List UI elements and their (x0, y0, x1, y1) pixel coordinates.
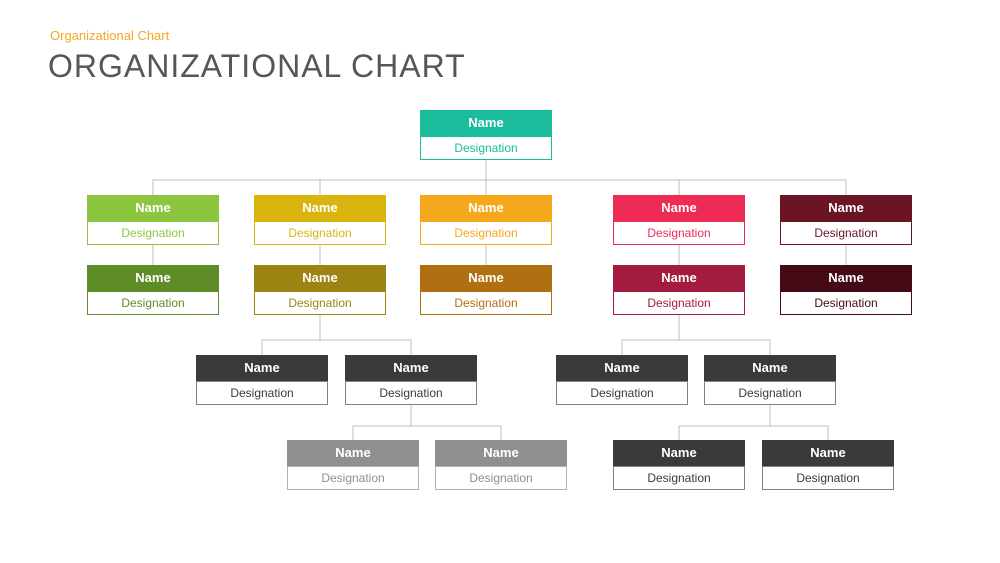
org-node-c4b: NameDesignation (613, 265, 745, 315)
node-name: Name (420, 265, 552, 291)
node-designation: Designation (613, 291, 745, 315)
node-name: Name (287, 440, 419, 466)
node-name: Name (196, 355, 328, 381)
org-node-root: NameDesignation (420, 110, 552, 160)
node-name: Name (87, 265, 219, 291)
node-name: Name (87, 195, 219, 221)
org-node-c4: NameDesignation (613, 195, 745, 245)
org-node-g4a: NameDesignation (556, 355, 688, 405)
org-node-c5: NameDesignation (780, 195, 912, 245)
node-name: Name (704, 355, 836, 381)
node-designation: Designation (780, 291, 912, 315)
org-node-c3: NameDesignation (420, 195, 552, 245)
node-designation: Designation (762, 466, 894, 490)
org-node-c2: NameDesignation (254, 195, 386, 245)
node-designation: Designation (254, 221, 386, 245)
node-name: Name (556, 355, 688, 381)
node-name: Name (780, 195, 912, 221)
node-name: Name (420, 195, 552, 221)
node-name: Name (762, 440, 894, 466)
node-designation: Designation (613, 221, 745, 245)
node-name: Name (613, 265, 745, 291)
org-node-gg4b: NameDesignation (762, 440, 894, 490)
node-name: Name (613, 195, 745, 221)
page-subtitle: Organizational Chart (50, 28, 169, 43)
org-node-c1b: NameDesignation (87, 265, 219, 315)
node-name: Name (345, 355, 477, 381)
node-designation: Designation (613, 466, 745, 490)
node-name: Name (613, 440, 745, 466)
org-node-g4b: NameDesignation (704, 355, 836, 405)
org-node-gg2b: NameDesignation (435, 440, 567, 490)
node-designation: Designation (435, 466, 567, 490)
node-designation: Designation (287, 466, 419, 490)
node-name: Name (780, 265, 912, 291)
org-node-g2b: NameDesignation (345, 355, 477, 405)
org-node-c1: NameDesignation (87, 195, 219, 245)
node-designation: Designation (420, 221, 552, 245)
org-node-gg2a: NameDesignation (287, 440, 419, 490)
org-node-c5b: NameDesignation (780, 265, 912, 315)
node-name: Name (254, 195, 386, 221)
node-designation: Designation (196, 381, 328, 405)
node-name: Name (420, 110, 552, 136)
org-node-g2a: NameDesignation (196, 355, 328, 405)
node-designation: Designation (420, 136, 552, 160)
node-name: Name (435, 440, 567, 466)
node-designation: Designation (345, 381, 477, 405)
node-designation: Designation (556, 381, 688, 405)
node-designation: Designation (420, 291, 552, 315)
node-designation: Designation (87, 221, 219, 245)
node-designation: Designation (87, 291, 219, 315)
node-name: Name (254, 265, 386, 291)
org-node-gg4a: NameDesignation (613, 440, 745, 490)
node-designation: Designation (780, 221, 912, 245)
org-node-c3b: NameDesignation (420, 265, 552, 315)
node-designation: Designation (254, 291, 386, 315)
node-designation: Designation (704, 381, 836, 405)
page-title: ORGANIZATIONAL CHART (48, 48, 466, 85)
org-node-c2b: NameDesignation (254, 265, 386, 315)
